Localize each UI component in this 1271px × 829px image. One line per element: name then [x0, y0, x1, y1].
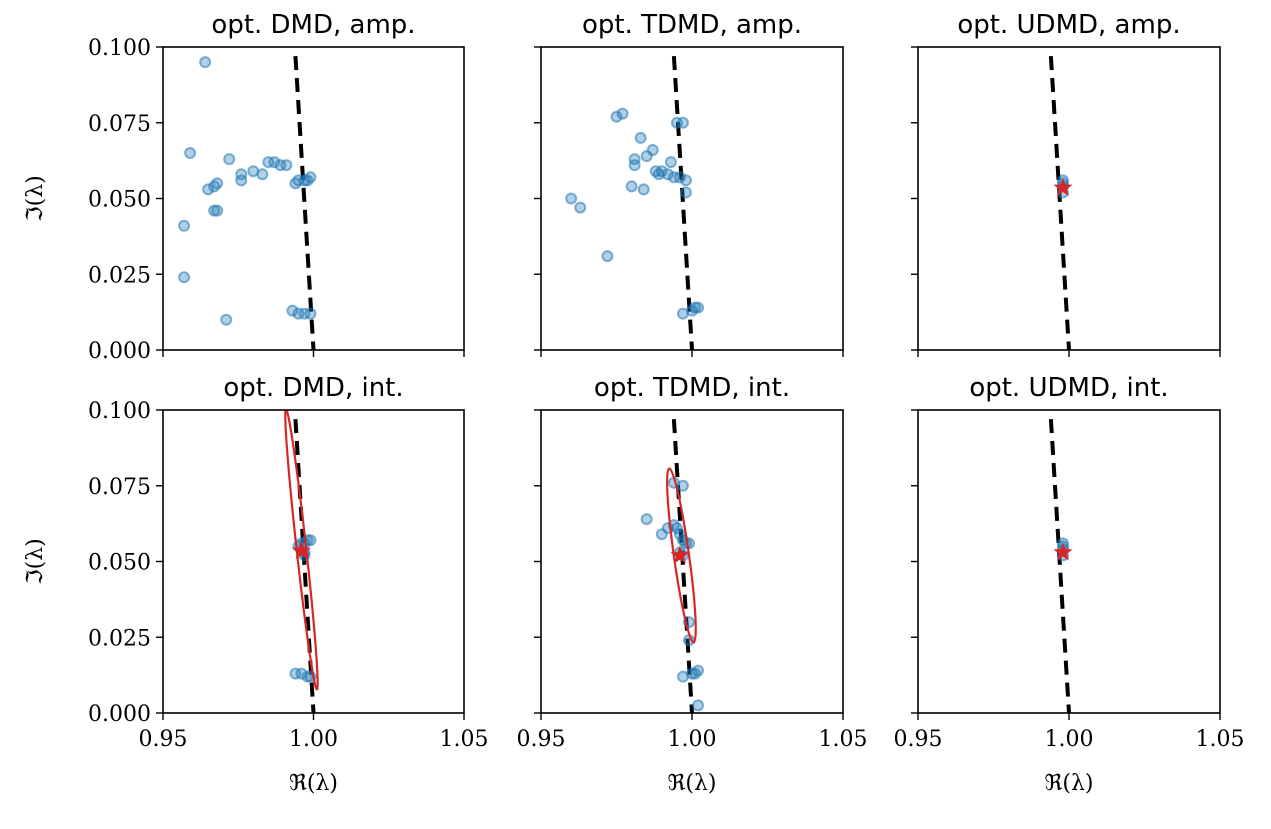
x-tick-label: 1.00	[1045, 727, 1094, 752]
subplot-6: 0.95 1.00 1.05 opt. UDMD, int. ℜ(λ)	[894, 373, 1245, 796]
x-axis-label: ℜ(λ)	[289, 771, 338, 796]
subplot-title: opt. TDMD, int.	[594, 373, 790, 403]
eigenvalue-point	[616, 107, 629, 120]
mean-star-marker	[1053, 177, 1073, 196]
plot-area	[1048, 55, 1073, 350]
eigenvalue-point	[676, 116, 689, 129]
plot-area	[565, 55, 705, 350]
eigenvalue-point	[610, 110, 623, 123]
eigenvalue-point	[673, 171, 686, 184]
eigenvalue-point	[178, 271, 191, 284]
reference-line	[1048, 55, 1071, 350]
y-tick-label: 0.075	[88, 475, 151, 500]
x-tick-label: 1.05	[1196, 727, 1245, 752]
y-tick-label: 0.100	[88, 36, 151, 61]
eigenvalue-point	[286, 304, 299, 317]
axes-frame	[540, 409, 844, 714]
eigenvalue-point	[664, 156, 677, 169]
eigenvalue-point	[637, 183, 650, 196]
plot-area	[640, 418, 705, 713]
subplot-title: opt. UDMD, int.	[969, 373, 1168, 403]
eigenvalue-point	[220, 313, 233, 326]
subplot-2: opt. TDMD, amp.	[534, 10, 844, 357]
eigenvalue-point	[625, 180, 638, 193]
eigenvalue-point	[211, 177, 224, 190]
subplot-5: 0.95 1.00 1.05 opt. TDMD, int. ℜ(λ)	[517, 373, 868, 796]
mean-star-marker	[1053, 542, 1073, 561]
eigenvalue-point	[628, 159, 641, 172]
y-axis-label: ℑ(λ)	[23, 538, 48, 584]
eigenvalue-point	[640, 150, 653, 163]
confidence-ellipse	[665, 467, 697, 644]
subplot-3: opt. UDMD, amp.	[911, 10, 1221, 357]
y-tick-label: 0.050	[88, 188, 151, 213]
axes-frame	[162, 409, 465, 714]
plot-area	[178, 55, 317, 350]
plot-area	[284, 410, 319, 713]
x-tick-label: 0.95	[894, 727, 943, 752]
eigenvalue-point	[670, 522, 683, 535]
eigenvalue-point	[692, 301, 705, 314]
mean-star-marker	[670, 545, 690, 564]
eigenvalue-point	[268, 156, 281, 169]
eigenvalue-point	[692, 699, 705, 712]
subplot-title: opt. DMD, amp.	[211, 10, 415, 40]
eigenvalue-point	[652, 168, 665, 181]
eigenvalue-point	[601, 250, 614, 263]
eigenvalue-point	[178, 219, 191, 232]
subplot-title: opt. TDMD, amp.	[582, 10, 802, 40]
eigenvalue-point	[184, 147, 197, 160]
y-tick-label: 0.075	[88, 112, 151, 137]
axes-frame	[917, 46, 1221, 351]
y-tick-label: 0.025	[88, 263, 151, 288]
eigenvalue-point	[574, 201, 587, 214]
y-tick-label: 0.000	[88, 702, 151, 727]
eigenvalue-point	[256, 168, 269, 181]
y-tick-label: 0.025	[88, 626, 151, 651]
eigenvalue-point	[304, 171, 317, 184]
eigenvalue-point	[304, 534, 317, 547]
y-tick-label: 0.050	[88, 551, 151, 576]
eigenvalue-point	[679, 186, 692, 199]
eigenvalue-point	[679, 174, 692, 187]
subplot-1: 0.000 0.025 0.050 0.075 0.100 opt. DMD, amp. ℑ…	[23, 10, 465, 364]
mean-star-marker	[291, 540, 311, 559]
reference-line	[293, 55, 316, 350]
x-tick-label: 1.05	[819, 727, 868, 752]
eigenvalue-point	[202, 183, 215, 196]
axes-frame	[917, 409, 1221, 714]
subplot-title: opt. UDMD, amp.	[957, 10, 1180, 40]
eigenvalue-point	[692, 664, 705, 677]
reference-line	[671, 55, 694, 350]
eigenvalue-point	[211, 204, 224, 217]
x-tick-label: 1.00	[289, 727, 338, 752]
subplot-4: 0.95 1.00 1.05 0.000 0.025 0.050 0.075 0.100 opt…	[23, 373, 488, 796]
y-axis-label: ℑ(λ)	[23, 175, 48, 221]
reference-line	[671, 418, 694, 713]
plot-area	[1048, 418, 1073, 713]
eigenvalue-point	[235, 174, 248, 187]
eigenvalue-point	[682, 537, 695, 550]
eigenvalue-point	[640, 513, 653, 526]
x-axis-label: ℜ(λ)	[1044, 771, 1093, 796]
subplot-title: opt. DMD, int.	[223, 373, 403, 403]
y-tick-label: 0.000	[88, 339, 151, 364]
eigenvalue-point	[199, 56, 212, 69]
eigenvalue-point	[676, 479, 689, 492]
axes-frame	[162, 46, 465, 351]
y-tick-label: 0.100	[88, 399, 151, 424]
x-tick-label: 0.95	[517, 727, 566, 752]
reference-line	[1048, 418, 1071, 713]
eigenvalue-point	[304, 307, 317, 320]
eigenvalue-point	[223, 153, 236, 166]
x-tick-label: 1.05	[440, 727, 489, 752]
x-tick-label: 0.95	[139, 727, 188, 752]
x-tick-label: 1.00	[668, 727, 717, 752]
eigenvalue-point	[280, 159, 293, 172]
x-axis-label: ℜ(λ)	[667, 771, 716, 796]
eigenvalue-point	[634, 131, 647, 144]
eigenvalue-point	[565, 192, 578, 205]
